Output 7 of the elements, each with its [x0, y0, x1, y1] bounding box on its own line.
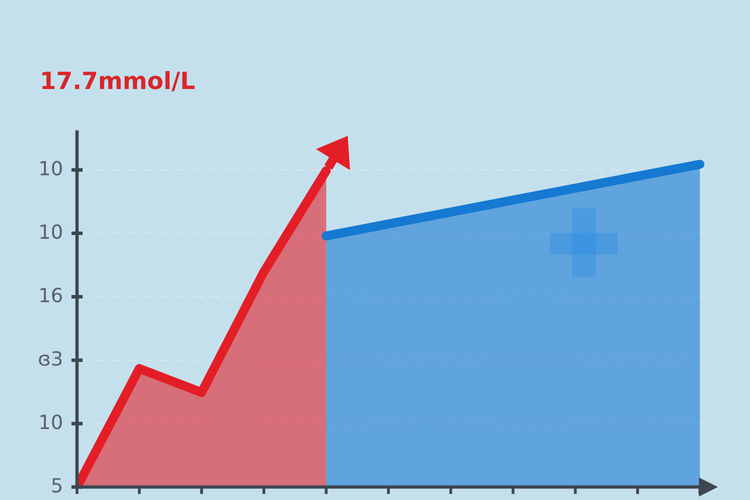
- text: ɞ3: [38, 351, 62, 366]
- text: 10: [40, 414, 62, 430]
- text: 16: [40, 288, 62, 302]
- text: 10: [40, 224, 62, 239]
- text: 5: [52, 478, 62, 493]
- chart-title: 17.7mmol/L: [42, 71, 195, 92]
- text: 10: [40, 160, 62, 176]
